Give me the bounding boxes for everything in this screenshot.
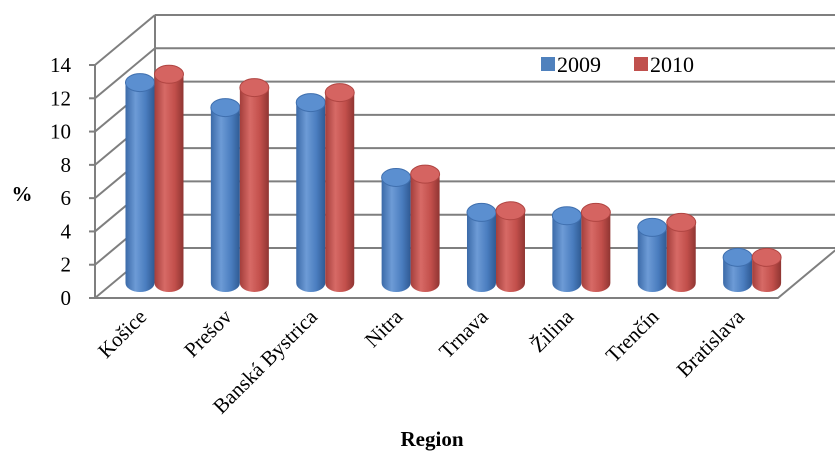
bar-2010-7 <box>751 247 782 292</box>
y-tick-label: 0 <box>61 286 72 310</box>
bar-top <box>637 217 668 237</box>
bar-top <box>124 73 155 93</box>
bar-2009-0 <box>124 73 155 292</box>
bar-2009-5 <box>551 206 582 292</box>
bar-2010-5 <box>580 202 611 292</box>
x-tick-label: Košice <box>93 305 151 363</box>
legend-swatch <box>541 57 555 71</box>
bar-body <box>325 92 355 292</box>
bar-top <box>666 212 697 232</box>
bar-body <box>296 102 326 292</box>
bar-top <box>580 202 611 222</box>
bar-top <box>410 164 441 184</box>
bar-top <box>295 93 326 113</box>
bar-top <box>466 202 497 222</box>
x-tick-label: Trnava <box>434 304 493 363</box>
bars <box>124 64 782 292</box>
bar-body <box>239 87 269 292</box>
x-axis-title: Region <box>401 427 464 451</box>
bar-body <box>666 222 696 292</box>
y-tick-label: 10 <box>50 120 71 144</box>
bar-2010-1 <box>239 78 270 292</box>
bar-body <box>637 227 667 292</box>
legend-swatch <box>634 57 648 71</box>
y-axis-ticks: 0 2 4 6 8 10 12 14 <box>50 53 95 310</box>
bar-top <box>751 247 782 267</box>
y-tick-label: 8 <box>61 153 72 177</box>
y-tick-label: 12 <box>50 86 71 110</box>
x-tick-label: Bratislava <box>672 304 750 382</box>
x-tick-label: Žilina <box>526 304 579 357</box>
bar-2009-6 <box>637 217 668 292</box>
legend-label: 2009 <box>557 52 601 77</box>
bar-body <box>723 257 753 292</box>
bar-body <box>495 210 525 292</box>
bar-2009-7 <box>722 247 753 292</box>
y-tick-label: 14 <box>50 53 72 77</box>
bar-body <box>125 82 155 292</box>
bar-top <box>153 64 184 84</box>
bar-top <box>551 206 582 226</box>
bar-body <box>381 177 411 292</box>
x-tick-label: Trenčín <box>601 304 664 367</box>
bar-2010-6 <box>666 212 697 292</box>
bar-top <box>324 83 355 103</box>
bar-body <box>410 174 440 292</box>
bar-top <box>210 98 241 118</box>
x-tick-label: Prešov <box>179 304 237 362</box>
y-tick-label: 4 <box>61 219 72 243</box>
bar-2009-3 <box>381 167 412 292</box>
bar-2009-1 <box>210 98 241 292</box>
bar-2010-3 <box>410 164 441 292</box>
bar-body <box>154 74 184 292</box>
bar-top <box>722 247 753 267</box>
bar-2010-0 <box>153 64 184 292</box>
bar-top <box>381 167 412 187</box>
x-tick-label: Nitra <box>360 304 408 352</box>
y-tick-label: 2 <box>61 253 72 277</box>
bar-top <box>239 78 270 98</box>
bar-2010-2 <box>324 83 355 292</box>
gridline-side <box>94 47 156 100</box>
legend-entry-2009: 2009 <box>541 52 601 77</box>
bar-body <box>210 107 240 292</box>
y-tick-label: 6 <box>61 186 72 210</box>
legend-entry-2010: 2010 <box>634 52 694 77</box>
gridlines <box>94 14 835 266</box>
bar-2009-2 <box>295 93 326 292</box>
bar-body <box>552 215 582 292</box>
bar-2009-4 <box>466 202 497 292</box>
bar-body <box>466 212 496 292</box>
bar-body <box>752 257 782 292</box>
bar-top <box>495 201 526 221</box>
bar-body <box>581 212 611 292</box>
legend: 2009 2010 <box>541 52 694 77</box>
bar-2010-4 <box>495 201 526 292</box>
legend-label: 2010 <box>650 52 694 77</box>
y-axis-title: % <box>12 182 33 206</box>
gridline-side <box>94 14 156 66</box>
